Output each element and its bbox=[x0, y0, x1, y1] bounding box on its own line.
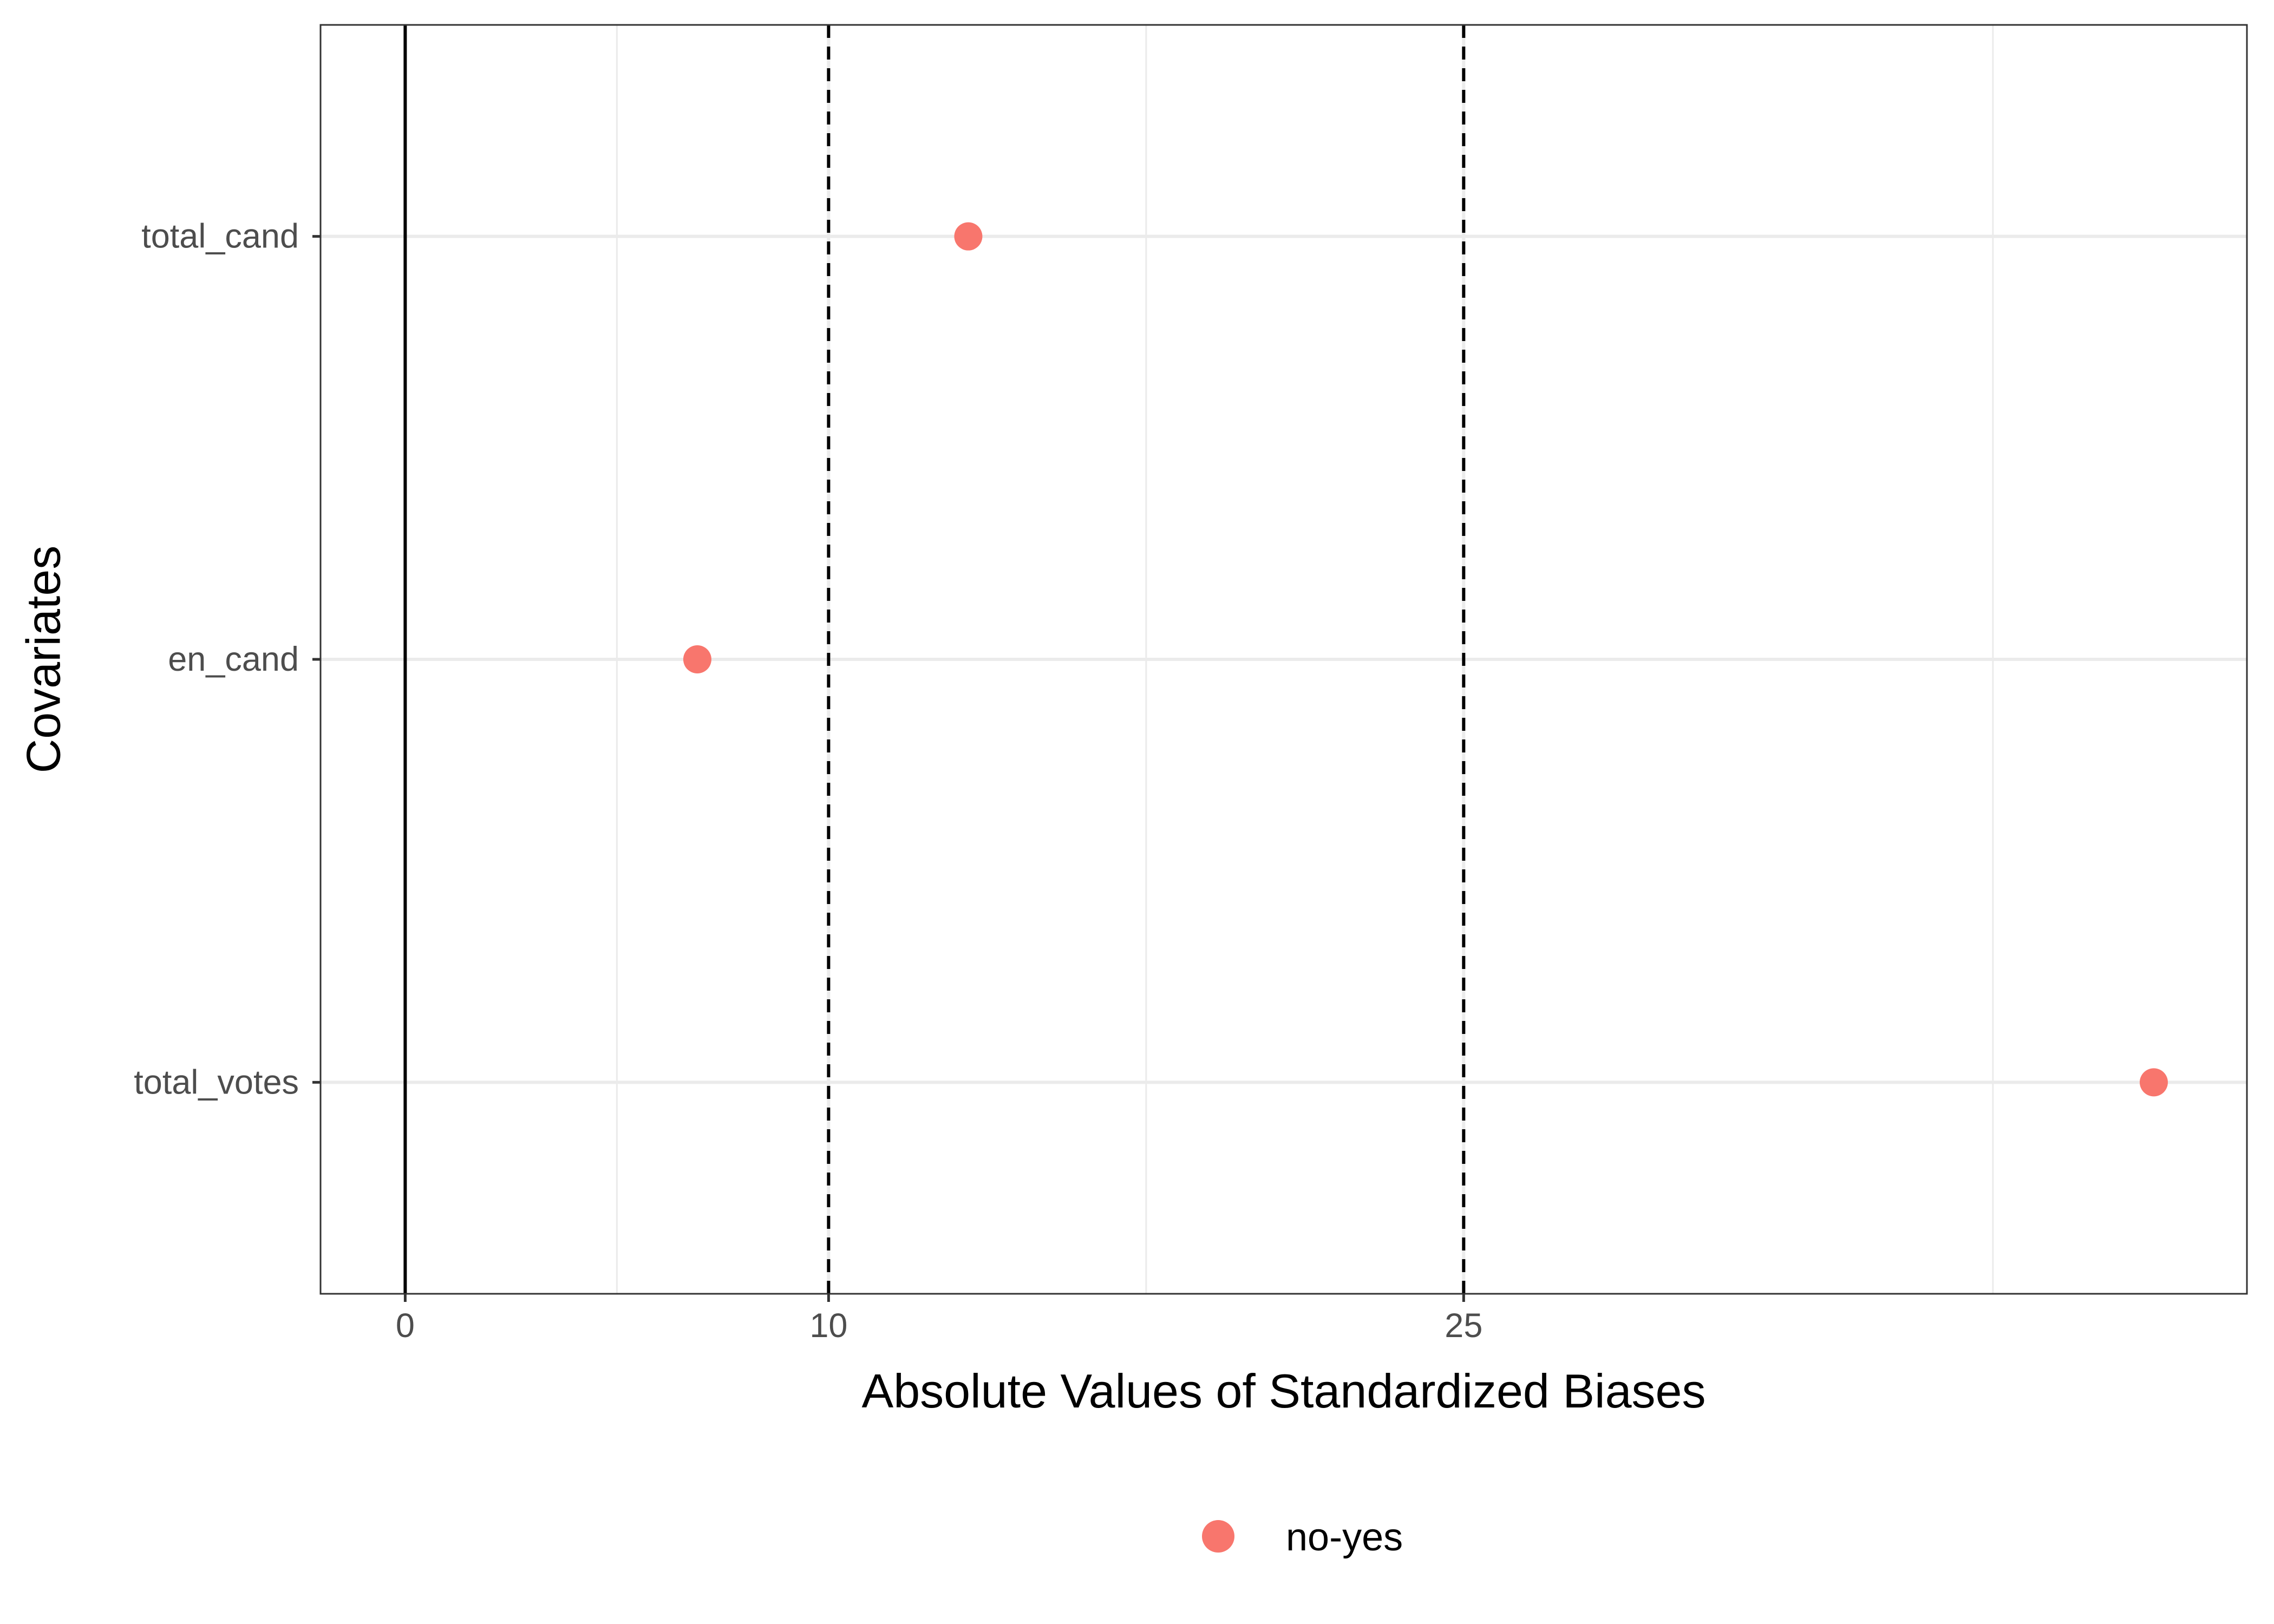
data-point-total_cand bbox=[954, 222, 983, 251]
y-axis-title: Covariates bbox=[17, 546, 70, 774]
data-point-en_cand bbox=[683, 645, 711, 673]
y-tick-label-en_cand: en_cand bbox=[168, 640, 299, 678]
data-points bbox=[683, 222, 2168, 1097]
y-tick-label-total_cand: total_cand bbox=[141, 218, 299, 256]
legend: no-yes bbox=[1202, 1516, 1403, 1559]
legend-label-no-yes: no-yes bbox=[1286, 1516, 1403, 1559]
data-point-total_votes bbox=[2139, 1068, 2168, 1097]
legend-key-no-yes bbox=[1202, 1520, 1234, 1553]
x-axis: 0 10 25 bbox=[396, 1294, 1482, 1345]
x-axis-title: Absolute Values of Standardized Biases bbox=[862, 1364, 1706, 1418]
y-tick-label-total_votes: total_votes bbox=[134, 1063, 299, 1101]
reference-lines bbox=[403, 25, 1466, 1294]
y-axis: total_cand en_cand total_votes bbox=[134, 218, 321, 1101]
x-tick-label-10: 10 bbox=[809, 1307, 847, 1345]
x-tick-label-25: 25 bbox=[1445, 1307, 1482, 1345]
x-tick-label-0: 0 bbox=[396, 1307, 415, 1345]
